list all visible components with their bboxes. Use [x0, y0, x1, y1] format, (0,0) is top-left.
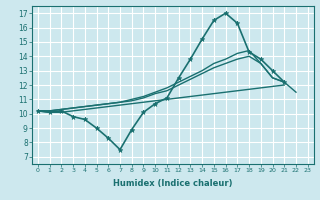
X-axis label: Humidex (Indice chaleur): Humidex (Indice chaleur): [113, 179, 233, 188]
